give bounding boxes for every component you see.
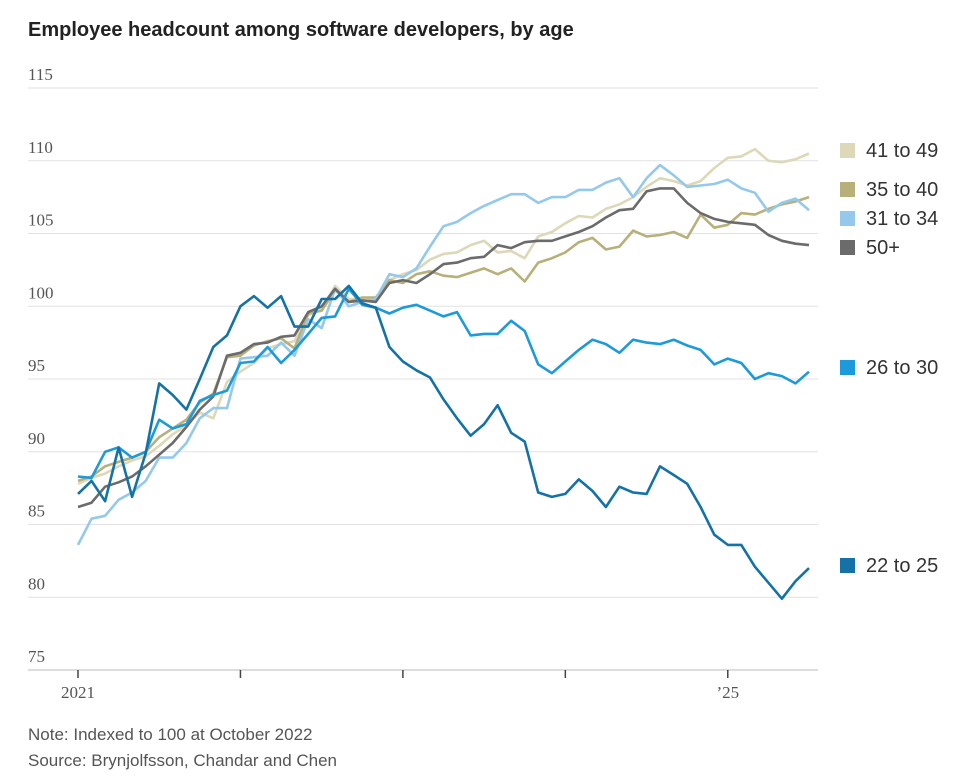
legend-label: 50+ [866,237,900,259]
y-tick-label: 115 [28,65,53,84]
legend-label: 26 to 30 [866,357,938,379]
y-tick-label: 85 [28,502,45,521]
legend-swatch [840,182,855,197]
x-tick-label: 2021 [61,683,95,702]
chart-title: Employee headcount among software develo… [28,19,574,41]
legend-swatch [840,211,855,226]
y-tick-label: 80 [28,574,45,593]
y-tick-label: 90 [28,429,45,448]
legend-label: 22 to 25 [866,555,938,577]
series-line [77,287,810,480]
source: Source: Brynjolfsson, Chandar and Chen [28,751,337,770]
y-tick-label: 100 [28,283,54,302]
series-line [77,187,810,509]
x-tick-label: ’25 [716,683,739,702]
legend-swatch [840,143,855,158]
series-line [77,284,810,600]
legend-label: 35 to 40 [866,179,938,201]
legend-swatch [840,558,855,573]
note: Note: Indexed to 100 at October 2022 [28,725,312,744]
legend-label: 41 to 49 [866,140,938,162]
y-tick-label: 105 [28,211,54,230]
y-tick-label: 110 [28,138,53,157]
y-tick-label: 95 [28,356,45,375]
legend-label: 31 to 34 [866,208,938,230]
legend-swatch [840,240,855,255]
series-line [76,163,810,546]
legend-swatch [840,360,855,375]
y-tick-label: 75 [28,647,45,666]
